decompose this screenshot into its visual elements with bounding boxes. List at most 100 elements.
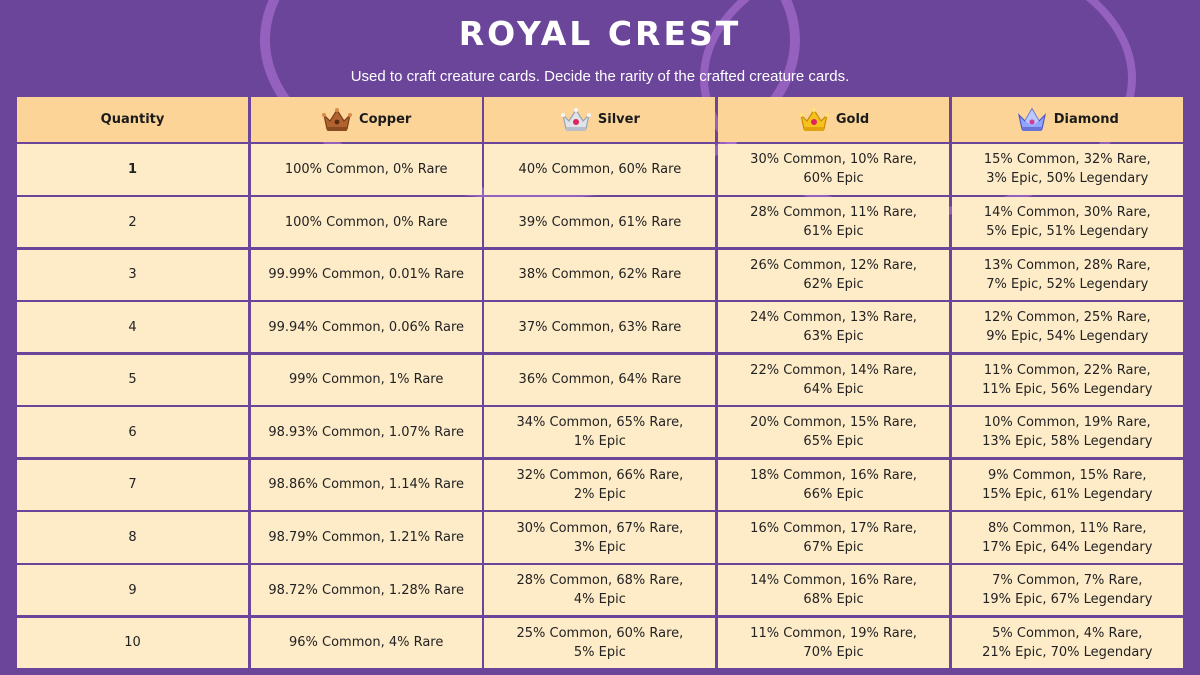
cell-line: 10 [124,635,141,651]
cell-line: 13% Common, 28% Rare, [983,257,1151,273]
diamond-cell: 7% Common, 7% Rare, 19% Epic, 67% Legenda… [951,565,1183,616]
cell-text: 14% Common, 16% Rare, 68% Epic [750,571,917,609]
cell-text: 18% Common, 16% Rare, 66% Epic [750,466,917,504]
copper-crown-icon [322,107,353,131]
cell-line: 26% Common, 12% Rare, [750,257,917,273]
cell-line: 60% Epic [803,171,864,187]
cell-text: 7% Common, 7% Rare, 19% Epic, 67% Legenda… [982,571,1152,609]
header-gold-label: Gold [835,112,870,127]
cell-line: 8% Common, 11% Rare, [987,520,1147,536]
page-subtitle: Used to craft creature cards. Decide the… [350,68,850,85]
cell-text: 100% Common, 0% Rare [285,160,448,179]
cell-line: 16% Common, 17% Rare, [750,520,917,536]
cell-text: 98.86% Common, 1.14% Rare [268,475,464,494]
cell-line: 18% Common, 16% Rare, [750,467,917,483]
cell-line: 3% Epic, 50% Legendary [986,171,1149,187]
cell-line: 4% Epic [573,592,626,608]
cell-text: 5% Common, 4% Rare, 21% Epic, 70% Legenda… [982,624,1152,662]
cell-text: 8 [128,528,136,547]
silver-cell: 30% Common, 67% Rare, 3% Epic [484,512,716,563]
header-silver-label: Silver [597,112,640,127]
cell-text: 2 [128,213,136,232]
cell-line: 7 [128,477,137,493]
header-quantity: Quantity [17,97,248,142]
cell-text: 40% Common, 60% Rare [519,160,682,179]
quantity-cell: 7 [17,459,248,511]
copper-cell: 99.94% Common, 0.06% Rare [250,302,482,353]
copper-cell: 100% Common, 0% Rare [250,144,482,195]
cell-line: 20% Common, 15% Rare, [750,415,917,431]
cell-line: 96% Common, 4% Rare [289,635,444,651]
cell-line: 40% Common, 60% Rare [518,161,682,177]
gold-cell: 20% Common, 15% Rare, 65% Epic [718,407,950,458]
silver-cell: 40% Common, 60% Rare [484,144,716,195]
cell-text: 32% Common, 66% Rare, 2% Epic [516,466,683,504]
diamond-cell: 13% Common, 28% Rare, 7% Epic, 52% Legend… [951,249,1183,300]
cell-line: 11% Epic, 56% Legendary [982,381,1153,397]
cell-line: 36% Common, 64% Rare [518,372,682,388]
silver-cell: 34% Common, 65% Rare, 1% Epic [484,407,716,458]
cell-line: 63% Epic [803,329,864,345]
cell-text: 37% Common, 63% Rare [519,318,682,337]
cell-line: 61% Epic [803,224,864,240]
gold-cell: 18% Common, 16% Rare, 66% Epic [718,459,950,511]
cell-text: 16% Common, 17% Rare, 67% Epic [750,519,917,557]
cell-line: 8 [128,530,137,546]
quantity-cell: 5 [17,354,248,405]
diamond-cell: 12% Common, 25% Rare, 9% Epic, 54% Legend… [951,302,1183,353]
copper-cell: 99% Common, 1% Rare [250,354,482,405]
gold-crown-icon [798,107,829,131]
quantity-cell: 10 [17,617,248,668]
diamond-cell: 10% Common, 19% Rare, 13% Epic, 58% Legen… [951,407,1183,458]
cell-line: 5% Epic, 51% Legendary [986,224,1149,240]
silver-cell: 39% Common, 61% Rare [484,196,716,248]
cell-text: 30% Common, 10% Rare, 60% Epic [750,150,917,188]
gold-cell: 22% Common, 14% Rare, 64% Epic [718,354,950,405]
cell-text: 5 [128,370,136,389]
cell-text: 25% Common, 60% Rare, 5% Epic [516,624,683,662]
cell-line: 65% Epic [803,434,864,450]
cell-line: 14% Common, 30% Rare, [983,205,1151,221]
diamond-cell: 11% Common, 22% Rare, 11% Epic, 56% Legen… [951,354,1183,405]
cell-line: 1% Epic [573,434,626,450]
cell-text: 8% Common, 11% Rare, 17% Epic, 64% Legend… [982,519,1152,557]
copper-cell: 100% Common, 0% Rare [250,196,482,248]
cell-line: 9 [128,582,137,598]
header-diamond-label: Diamond [1053,112,1119,127]
cell-line: 32% Common, 66% Rare, [516,467,684,483]
gold-cell: 11% Common, 19% Rare, 70% Epic [718,617,950,668]
rarity-table: Quantity Copper Silver Gold [17,97,1183,668]
cell-text: 98.93% Common, 1.07% Rare [268,423,464,442]
copper-cell: 96% Common, 4% Rare [250,617,482,668]
cell-line: 99% Common, 1% Rare [289,372,444,388]
quantity-cell: 6 [17,407,248,458]
header-copper: Copper [250,97,482,142]
cell-text: 10 [124,633,141,652]
header-silver: Silver [484,97,716,142]
cell-line: 99.94% Common, 0.06% Rare [268,319,465,335]
cell-line: 99.99% Common, 0.01% Rare [268,267,465,283]
cell-line: 37% Common, 63% Rare [518,319,682,335]
quantity-cell: 9 [17,565,248,616]
cell-text: 30% Common, 67% Rare, 3% Epic [516,519,683,557]
diamond-cell: 8% Common, 11% Rare, 17% Epic, 64% Legend… [951,512,1183,563]
cell-line: 24% Common, 13% Rare, [750,310,917,326]
cell-text: 11% Common, 22% Rare, 11% Epic, 56% Legen… [982,361,1152,399]
silver-cell: 37% Common, 63% Rare [484,302,716,353]
cell-line: 19% Epic, 67% Legendary [982,592,1153,608]
cell-text: 28% Common, 11% Rare, 61% Epic [750,203,917,241]
cell-line: 25% Common, 60% Rare, [516,625,684,641]
cell-text: 6 [128,423,136,442]
cell-text: 7 [128,475,136,494]
cell-line: 13% Epic, 58% Legendary [982,434,1153,450]
cell-text: 99.94% Common, 0.06% Rare [268,318,464,337]
cell-text: 98.72% Common, 1.28% Rare [268,581,464,600]
cell-line: 98.86% Common, 1.14% Rare [268,477,465,493]
cell-text: 98.79% Common, 1.21% Rare [268,528,464,547]
cell-line: 17% Epic, 64% Legendary [982,539,1153,555]
cell-text: 99.99% Common, 0.01% Rare [268,265,464,284]
cell-text: 39% Common, 61% Rare [519,213,682,232]
cell-line: 6 [128,424,137,440]
cell-text: 12% Common, 25% Rare, 9% Epic, 54% Legend… [984,308,1151,346]
copper-cell: 98.72% Common, 1.28% Rare [250,565,482,616]
